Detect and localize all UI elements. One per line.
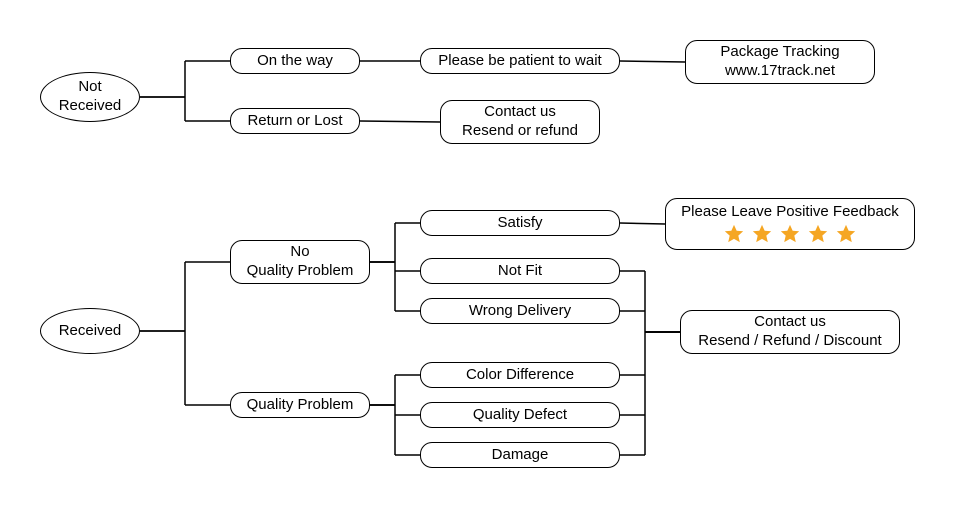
node-label: Resend / Refund / Discount [698,332,881,351]
node-label: Quality Defect [473,406,567,425]
node-color-diff: Color Difference [420,362,620,388]
flowchart-canvas: NotReceivedOn the wayPlease be patient t… [0,0,960,513]
node-contact-full: Contact usResend / Refund / Discount [680,310,900,354]
star-icon [723,223,745,245]
node-label: Color Difference [466,366,574,385]
node-label: Damage [492,446,549,465]
node-patient-wait: Please be patient to wait [420,48,620,74]
node-not-fit: Not Fit [420,258,620,284]
node-quality-defect: Quality Defect [420,402,620,428]
node-label: Please Leave Positive Feedback [681,203,899,222]
node-damage: Damage [420,442,620,468]
node-label: Return or Lost [247,112,342,131]
node-label: Not Fit [498,262,542,281]
star-icon [779,223,801,245]
star-rating [723,223,857,245]
node-label: Contact us [484,103,556,122]
node-label: Wrong Delivery [469,302,571,321]
node-label: Package Tracking [720,43,839,62]
node-wrong-delivery: Wrong Delivery [420,298,620,324]
node-label: Resend or refund [462,122,578,141]
star-icon [835,223,857,245]
star-icon [807,223,829,245]
star-icon [751,223,773,245]
node-quality-problem: Quality Problem [230,392,370,418]
node-label: No [290,243,309,262]
node-label: Quality Problem [247,396,354,415]
node-return-lost: Return or Lost [230,108,360,134]
node-label: Quality Problem [247,262,354,281]
node-not-received: NotReceived [40,72,140,122]
node-no-quality: NoQuality Problem [230,240,370,284]
node-label: Received [59,322,122,341]
node-satisfy: Satisfy [420,210,620,236]
node-label: Received [59,97,122,116]
node-received: Received [40,308,140,354]
node-label: www.17track.net [725,62,835,81]
node-feedback: Please Leave Positive Feedback [665,198,915,250]
node-label: On the way [257,52,333,71]
node-label: Please be patient to wait [438,52,601,71]
node-contact-resend: Contact usResend or refund [440,100,600,144]
node-label: Contact us [754,313,826,332]
node-on-the-way: On the way [230,48,360,74]
node-label: Satisfy [497,214,542,233]
node-tracking: Package Trackingwww.17track.net [685,40,875,84]
node-label: Not [78,78,101,97]
